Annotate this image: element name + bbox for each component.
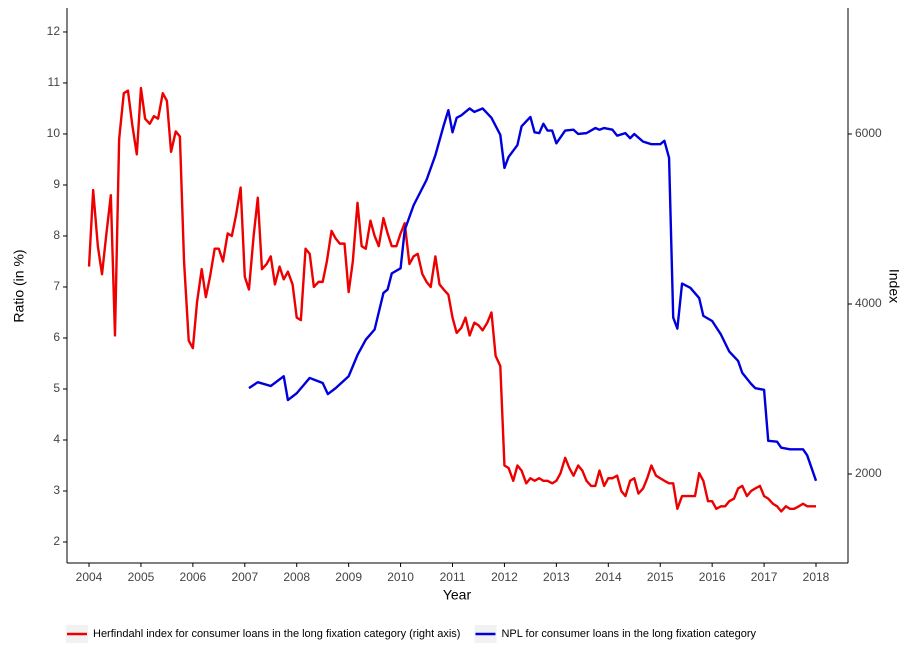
y-tick-label: 9 [53,177,60,191]
x-tick-label: 2017 [751,570,778,584]
y-tick-label: 4 [53,432,60,446]
series-line [87,86,817,513]
legend-label: Herfindahl index for consumer loans in t… [93,628,460,640]
y2-axis-label: Index [886,269,902,303]
y-tick-label: 10 [47,126,61,140]
x-tick-label: 2015 [647,570,674,584]
y-tick-label: 12 [47,24,61,38]
y-tick-label: 5 [53,381,60,395]
x-tick-label: 2012 [491,570,518,584]
x-tick-label: 2005 [128,570,155,584]
y-tick-label: 3 [53,483,60,497]
y-tick-label: 8 [53,228,60,242]
x-tick-label: 2014 [595,570,622,584]
x-tick-label: 2016 [699,570,726,584]
x-tick-label: 2011 [440,570,466,584]
y-tick-label: 7 [53,279,60,293]
x-tick-label: 2013 [543,570,570,584]
series-line [248,107,818,482]
legend-label: NPL for consumer loans in the long fixat… [501,628,756,640]
y2-tick-label: 6000 [855,126,882,140]
y-axis-label: Ratio (in %) [11,249,27,322]
y-tick-label: 11 [48,75,61,89]
y-tick-label: 6 [53,330,60,344]
x-tick-label: 2018 [803,570,830,584]
y2-tick-label: 2000 [855,466,882,480]
y-tick-label: 2 [53,534,60,548]
x-axis-label: Year [443,587,472,603]
x-tick-label: 2007 [231,570,258,584]
x-tick-label: 2010 [387,570,414,584]
x-tick-label: 2009 [335,570,362,584]
y2-tick-label: 4000 [855,296,882,310]
x-tick-label: 2008 [283,570,310,584]
x-tick-label: 2004 [76,570,103,584]
x-tick-label: 2006 [180,570,207,584]
